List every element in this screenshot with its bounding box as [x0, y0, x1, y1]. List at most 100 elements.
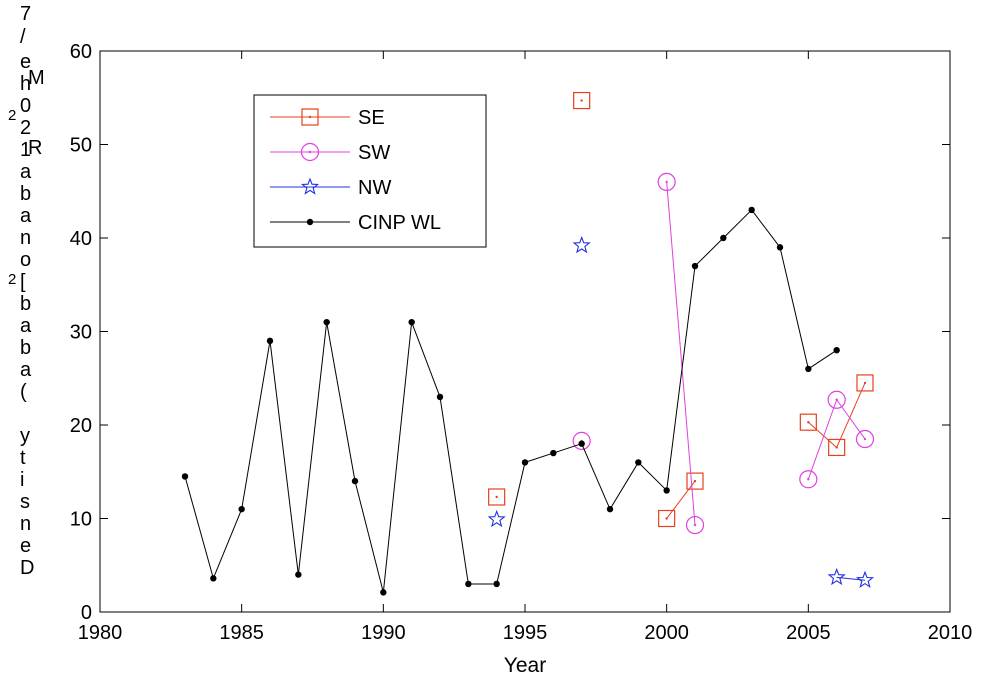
data-point-center	[665, 517, 668, 520]
data-point	[635, 459, 642, 466]
series-line-segment	[666, 480, 696, 519]
data-point	[521, 459, 529, 466]
data-point	[408, 318, 415, 326]
y-axis-label-glyph: b	[20, 183, 32, 205]
series-line-segment	[241, 340, 271, 510]
y-axis-label-glyph: /	[20, 26, 26, 48]
data-point	[855, 429, 875, 449]
y-axis-label-glyph: o	[20, 249, 32, 271]
series-nw	[487, 235, 875, 588]
x-tick-label: 2010	[928, 622, 973, 644]
data-point	[776, 244, 784, 251]
y-axis-label-glyph: n	[20, 227, 32, 249]
series-line-segment	[382, 322, 413, 593]
data-point	[606, 505, 614, 513]
series-line-segment	[524, 452, 554, 463]
series-line-segment	[326, 322, 356, 482]
y-tick-label: 10	[70, 509, 92, 531]
series-line-segment	[836, 382, 866, 448]
series-line-segment	[808, 349, 837, 370]
y-tick-label: 60	[70, 41, 92, 63]
data-point	[691, 262, 699, 270]
data-point	[573, 91, 591, 110]
legend-marker	[301, 108, 319, 126]
y-axis-label-glyph: n	[20, 513, 32, 535]
y-axis-label-glyph: y	[20, 425, 30, 447]
data-point	[380, 589, 387, 596]
series-line-segment	[411, 321, 441, 398]
y-axis-label-glyph: i	[20, 469, 25, 491]
y-axis-label-glyph: a	[20, 315, 32, 337]
series-line-segment	[722, 209, 753, 239]
y-axis-label-glyph: M	[28, 67, 45, 89]
y-axis-label-glyph: R	[28, 137, 43, 159]
y-axis-label-glyph: e	[20, 51, 32, 73]
series-line-segment	[297, 322, 328, 575]
legend-marker-center	[308, 150, 312, 154]
legend-label: SW	[358, 142, 390, 164]
series-line-segment	[666, 265, 696, 491]
y-axis-label-glyph: s	[20, 491, 30, 513]
x-tick-label: 1980	[78, 622, 123, 644]
data-point	[181, 473, 189, 480]
series-line-segment	[779, 247, 809, 370]
x-tick-label: 1995	[503, 622, 548, 644]
y-axis-label-glyph: 2	[8, 107, 17, 124]
legend: SE SW NW CINP WL	[253, 94, 487, 248]
data-point	[493, 580, 500, 588]
series-line-segment	[694, 237, 724, 267]
y-axis-label-glyph: e	[20, 535, 32, 557]
data-point-center	[665, 180, 668, 184]
series-line-segment	[354, 480, 384, 593]
y-axis-label-glyph: 2	[8, 271, 17, 288]
data-point	[685, 515, 705, 535]
x-tick-label: 1985	[219, 622, 264, 644]
series-sw	[572, 172, 875, 535]
y-axis-label-glyph: a	[20, 205, 32, 227]
series-line-segment	[637, 462, 668, 491]
data-point	[572, 235, 591, 254]
series-se	[488, 91, 874, 528]
data-point	[657, 172, 676, 191]
data-point-center	[807, 420, 810, 424]
series-line-segment	[212, 508, 243, 579]
series-line-segment	[184, 476, 214, 579]
series-line-segment	[808, 421, 837, 448]
data-point	[748, 206, 755, 214]
y-axis-label-glyph: 2	[20, 117, 32, 139]
y-axis-label-glyph: h	[20, 73, 32, 95]
series-layer	[181, 91, 875, 596]
series-line-segment	[581, 443, 611, 510]
legend-label: NW	[358, 177, 391, 199]
data-point	[238, 505, 245, 513]
x-axis-label: Year	[504, 654, 546, 677]
x-tick-label: 2005	[786, 622, 831, 644]
series-line-segment	[496, 462, 526, 585]
legend-marker-center	[308, 115, 312, 119]
x-tick-label: 2000	[644, 622, 689, 644]
y-tick-label: 50	[70, 135, 92, 157]
y-axis-label-glyph: [	[20, 271, 26, 293]
data-point	[572, 431, 591, 450]
data-point	[578, 440, 585, 447]
y-axis-label-glyph: 0	[20, 95, 32, 117]
data-point	[686, 472, 704, 490]
y-tick-label: 30	[70, 322, 92, 344]
data-point-center	[807, 478, 810, 481]
series-line-segment	[666, 181, 696, 526]
data-point	[487, 509, 506, 528]
y-axis-label-glyph: b	[20, 293, 32, 315]
legend-marker	[300, 142, 320, 162]
plot-area: 1980 1985 1990 1995 2000 2005 2010 0 10 20 30 40 50 6…	[70, 41, 973, 644]
data-point	[351, 477, 359, 485]
data-point	[828, 438, 846, 457]
data-point	[465, 580, 472, 588]
data-point-center	[835, 446, 838, 449]
legend-label: CINP WL	[358, 212, 441, 234]
legend-label: SE	[358, 107, 385, 129]
y-axis-label-glyph: b	[20, 337, 32, 359]
y-tick-label: 0	[81, 602, 92, 624]
series-line-segment	[751, 209, 781, 248]
series-cinp-wl	[181, 206, 840, 596]
data-point	[856, 374, 874, 392]
